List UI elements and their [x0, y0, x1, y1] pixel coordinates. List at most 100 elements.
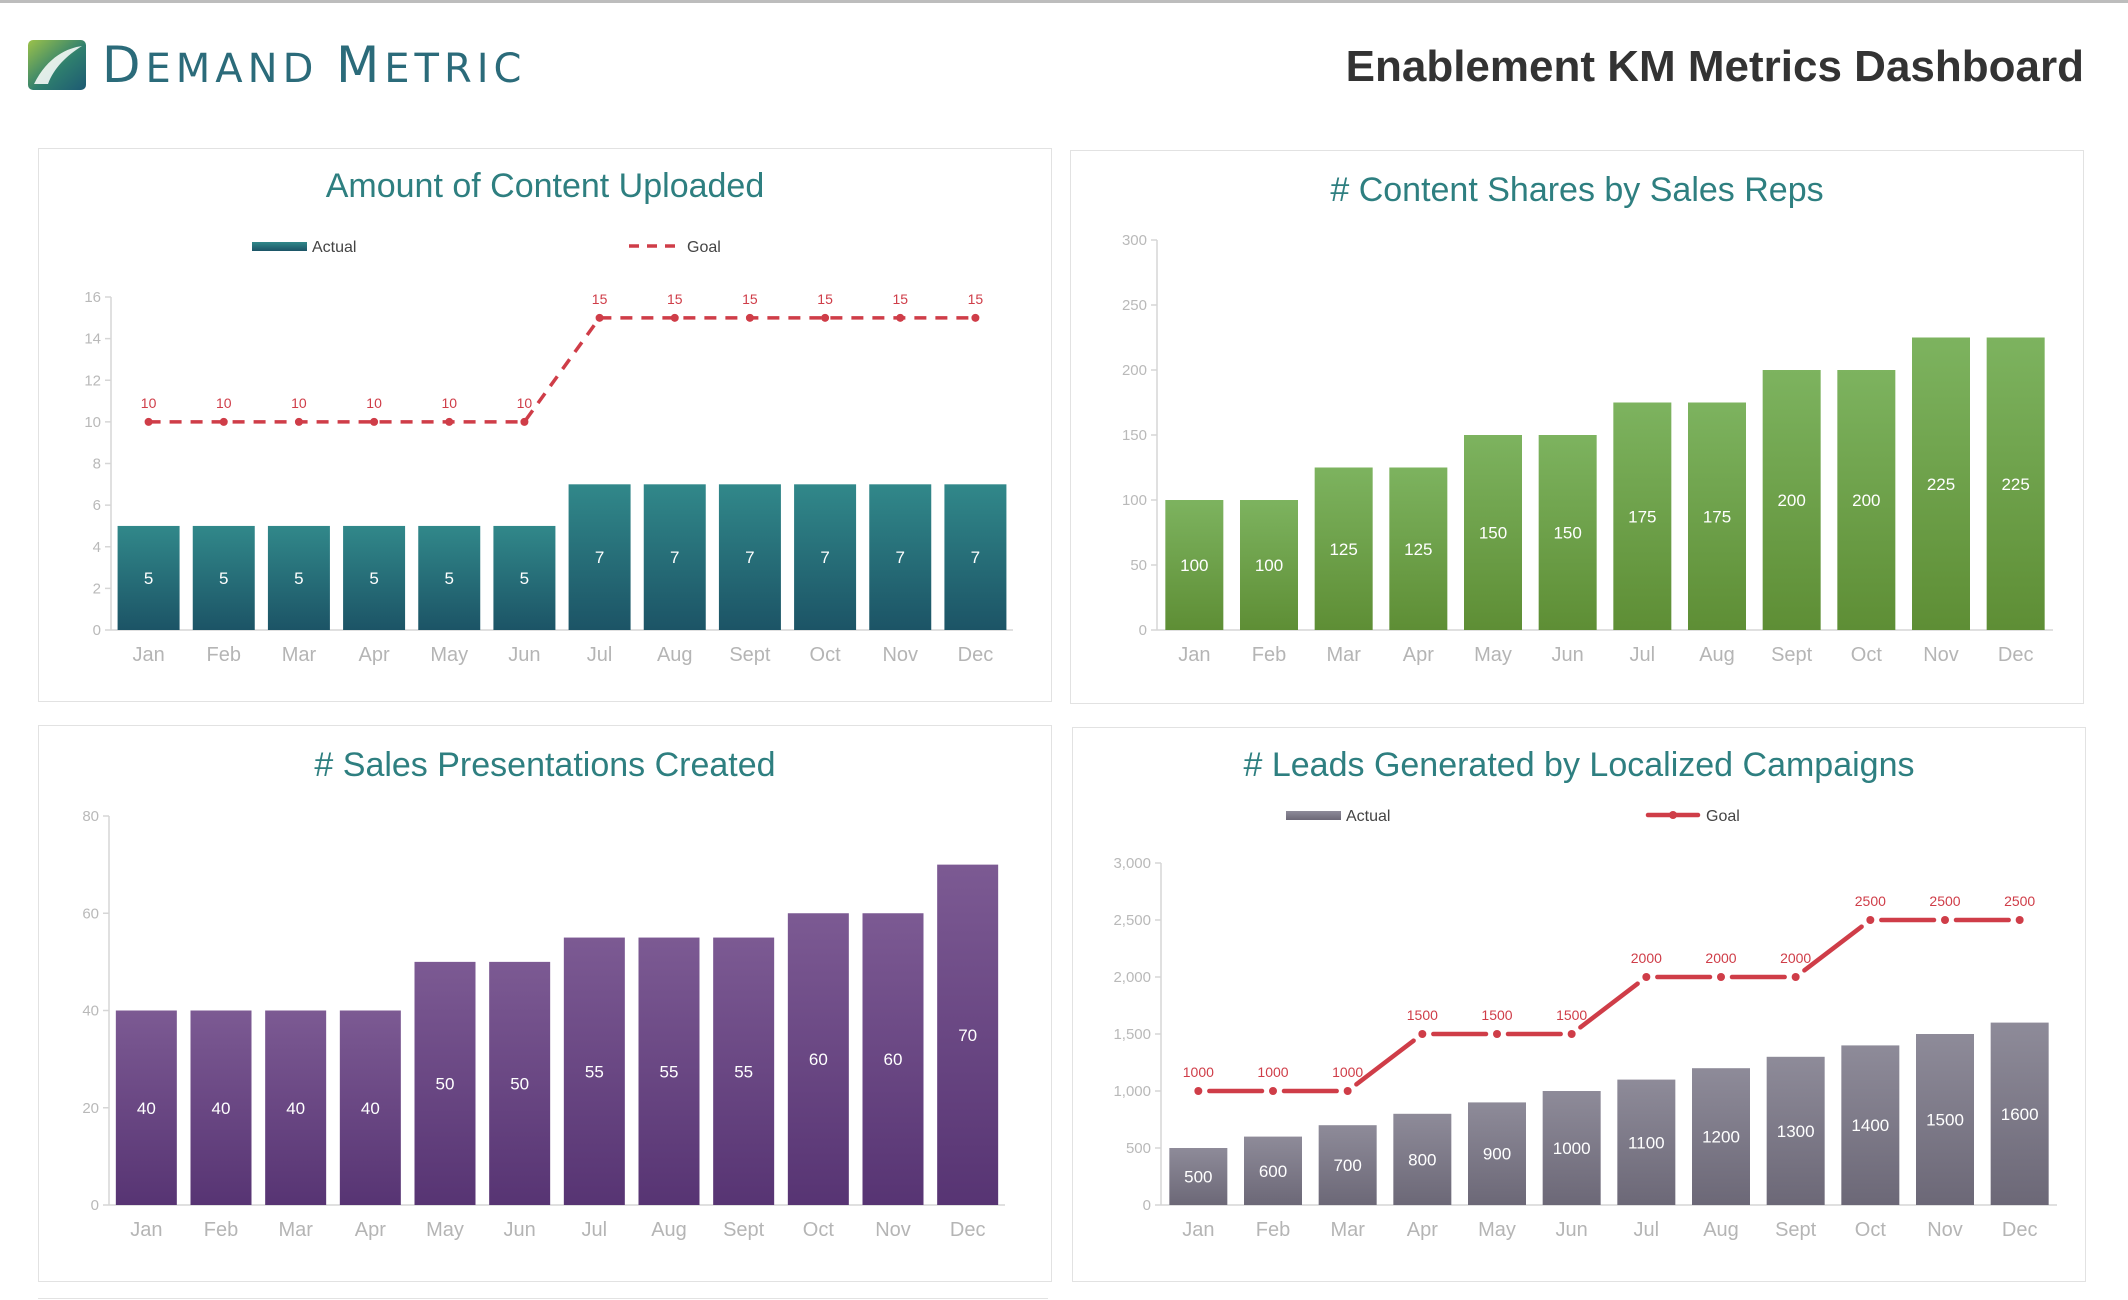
- bar-jul: [1613, 402, 1672, 630]
- bar-value-label: 40: [286, 1099, 305, 1118]
- bar-value-label: 100: [1180, 556, 1208, 575]
- bar-value-label: 100: [1255, 556, 1283, 575]
- brand-word-metric: ETRIC: [384, 46, 527, 92]
- bar-jan: [1169, 1148, 1228, 1205]
- brand-wordmark: DEMAND METRIC: [102, 36, 526, 94]
- page-title: Enablement KM Metrics Dashboard: [1345, 42, 2084, 91]
- x-tick-label: Jun: [1552, 644, 1584, 666]
- bar-jan: [115, 1010, 177, 1205]
- chart-title: # Content Shares by Sales Reps: [1330, 171, 1824, 209]
- y-tick-label: 4: [93, 539, 101, 556]
- x-tick-label: Oct: [803, 1219, 835, 1241]
- x-tick-label: Aug: [651, 1219, 687, 1241]
- legend-goal-label: Goal: [1706, 808, 1740, 825]
- x-tick-label: May: [430, 644, 468, 666]
- x-tick-label: Oct: [1851, 644, 1883, 666]
- goal-marker: [144, 417, 153, 426]
- x-tick-label: Jul: [587, 644, 613, 666]
- bar-value-label: 70: [958, 1026, 977, 1045]
- bar-value-label: 5: [445, 569, 454, 588]
- y-tick-label: 50: [1130, 557, 1147, 574]
- bar-oct: [1841, 1045, 1900, 1205]
- y-tick-label: 0: [1143, 1197, 1151, 1214]
- bar-value-label: 7: [745, 548, 754, 567]
- bar-oct: [787, 913, 849, 1205]
- bar-apr: [1393, 1113, 1452, 1205]
- x-tick-label: Dec: [958, 644, 994, 666]
- x-tick-label: Aug: [1703, 1219, 1739, 1241]
- x-tick-label: Sept: [723, 1219, 765, 1241]
- bar-value-label: 700: [1333, 1156, 1361, 1175]
- y-tick-label: 8: [93, 456, 101, 473]
- y-tick-label: 6: [93, 497, 101, 514]
- legend-actual-label: Actual: [312, 239, 356, 256]
- x-tick-label: Jun: [504, 1219, 536, 1241]
- x-tick-label: Sept: [1771, 644, 1813, 666]
- bar-feb: [1240, 500, 1298, 630]
- goal-value-label: 15: [892, 291, 908, 307]
- bar-value-label: 1200: [1702, 1128, 1740, 1147]
- goal-marker: [370, 417, 379, 426]
- goal-marker: [595, 313, 604, 322]
- bar-jun: [489, 961, 551, 1205]
- chart-title: # Sales Presentations Created: [314, 746, 776, 784]
- goal-line-segment: [1578, 981, 1640, 1030]
- bar-mar: [267, 525, 330, 630]
- chart-content-shares: 0 50 100 150 200 250 300 100 100 125 125 150 150 175 1…: [1122, 232, 2053, 666]
- bar-value-label: 50: [510, 1074, 529, 1093]
- bar-feb: [1244, 1136, 1302, 1205]
- goal-value-label: 1000: [1257, 1064, 1288, 1080]
- x-tick-label: Sept: [729, 644, 771, 666]
- goal-value-label: 10: [441, 395, 457, 411]
- bar-mar: [1314, 467, 1373, 630]
- goal-marker: [1343, 1087, 1352, 1095]
- y-tick-label: 250: [1122, 297, 1147, 314]
- y-tick-label: 2,500: [1113, 912, 1151, 929]
- bar-jan: [117, 525, 180, 630]
- bar-value-label: 125: [1329, 540, 1357, 559]
- x-tick-label: Apr: [1403, 644, 1434, 666]
- goal-marker: [745, 313, 754, 322]
- bar-value-label: 40: [361, 1099, 380, 1118]
- bar-value-label: 175: [1628, 507, 1656, 526]
- bar-oct: [794, 484, 857, 630]
- x-tick-label: Jun: [508, 644, 540, 666]
- goal-value-label: 1500: [1407, 1007, 1438, 1023]
- bar-value-label: 7: [820, 548, 829, 567]
- x-tick-label: Feb: [204, 1219, 238, 1241]
- bar-value-label: 5: [219, 569, 228, 588]
- y-tick-label: 80: [82, 808, 99, 825]
- bar-oct: [1837, 370, 1896, 630]
- goal-marker: [1418, 1030, 1427, 1038]
- chart-leads-generated: 0 500 1,000 1,500 2,000 2,500 3,000 500 600 700 80…: [1113, 808, 2057, 1241]
- y-tick-label: 150: [1122, 427, 1147, 444]
- bar-dec: [944, 484, 1007, 630]
- goal-line-segment: [1354, 1038, 1416, 1087]
- bottom-rule: [38, 1298, 1048, 1299]
- y-tick-label: 0: [93, 622, 101, 639]
- x-tick-label: Mar: [1330, 1219, 1365, 1241]
- goal-value-label: 2500: [2004, 893, 2035, 909]
- y-tick-label: 60: [82, 905, 99, 922]
- bar-value-label: 200: [1852, 491, 1880, 510]
- bar-value-label: 225: [1927, 475, 1955, 494]
- goal-value-label: 15: [667, 291, 683, 307]
- x-tick-label: Apr: [355, 1219, 386, 1241]
- chart-panel-content-shares: # Content Shares by Sales Reps 0 50 100 150…: [1070, 150, 2084, 704]
- x-tick-label: Jan: [132, 644, 164, 666]
- bar-sept: [713, 937, 775, 1205]
- bar-value-label: 800: [1408, 1150, 1436, 1169]
- chart-panel-sales-presentations: # Sales Presentations Created 0 20 40 60 80 4…: [38, 725, 1052, 1282]
- bar-nov: [1912, 337, 1970, 630]
- goal-marker: [1717, 973, 1725, 981]
- bar-value-label: 55: [585, 1062, 604, 1081]
- legend-goal-marker: [1669, 811, 1677, 819]
- bar-value-label: 1500: [1926, 1111, 1964, 1130]
- bar-value-label: 55: [660, 1062, 679, 1081]
- y-tick-label: 12: [84, 372, 101, 389]
- bar-apr: [339, 1010, 401, 1205]
- x-tick-label: Jul: [1634, 1219, 1660, 1241]
- y-tick-label: 40: [82, 1003, 99, 1020]
- goal-marker: [294, 417, 303, 426]
- bar-value-label: 40: [212, 1099, 231, 1118]
